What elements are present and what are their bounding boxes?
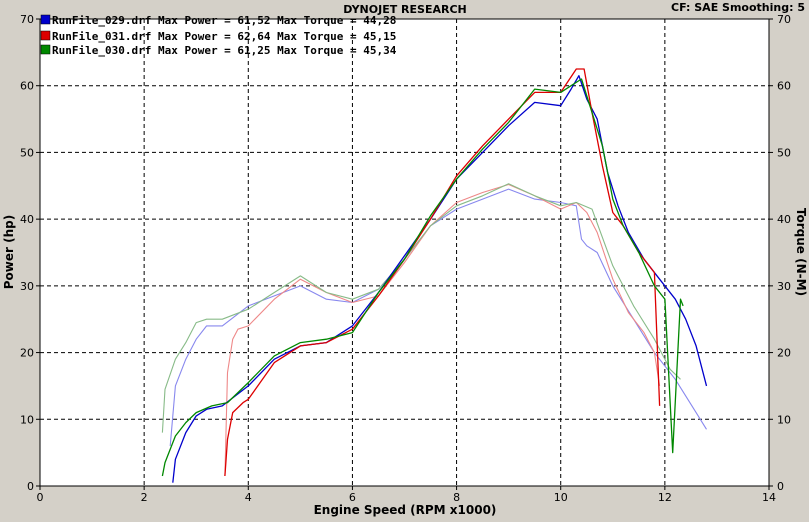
legend-entry-029: RunFile_029.drf Max Power = 61,52 Max To… — [52, 14, 396, 27]
x-tick-label: 4 — [245, 491, 252, 504]
y2-axis-title: Torque (N-M) — [794, 208, 808, 296]
series-power-runfile-031 — [224, 68, 661, 477]
y2-tick-label: 40 — [777, 213, 791, 226]
x-tick-label: 12 — [658, 491, 672, 504]
legend: RunFile_029.drf Max Power = 61,52 Max To… — [40, 14, 397, 57]
legend-entry-031: RunFile_031.drf Max Power = 62,64 Max To… — [52, 30, 396, 43]
y-tick-label: 50 — [20, 146, 34, 159]
series-power-runfile-030 — [161, 78, 684, 477]
chart-title: DYNOJET RESEARCH — [343, 3, 466, 16]
y-tick-label: 60 — [20, 80, 34, 93]
x-axis-title: Engine Speed (RPM x1000) — [314, 503, 497, 517]
series-torque-runfile-029 — [169, 188, 707, 447]
y-tick-label: 0 — [27, 480, 34, 493]
y2-tick-label: 0 — [777, 480, 784, 493]
series-torque-runfile-031 — [224, 183, 661, 477]
y2-tick-label: 10 — [777, 413, 791, 426]
y2-tick-label: 70 — [777, 13, 791, 26]
y2-tick-label: 50 — [777, 146, 791, 159]
y-tick-label: 10 — [20, 413, 34, 426]
y-tick-label: 20 — [20, 347, 34, 360]
y-tick-label: 30 — [20, 280, 34, 293]
x-tick-label: 14 — [762, 491, 776, 504]
legend-swatch-031 — [40, 30, 51, 41]
y2-tick-label: 20 — [777, 347, 791, 360]
y-tick-label: 70 — [20, 13, 34, 26]
x-tick-label: 6 — [349, 491, 356, 504]
legend-entry-030: RunFile_030.drf Max Power = 61,25 Max To… — [52, 44, 397, 57]
y2-tick-label: 30 — [777, 280, 791, 293]
legend-swatch-029 — [40, 14, 51, 25]
legend-swatch-030 — [40, 44, 51, 55]
y2-tick-label: 60 — [777, 80, 791, 93]
series-lines — [161, 68, 708, 483]
x-tick-label: 8 — [453, 491, 460, 504]
grid — [36, 18, 773, 490]
x-tick-label: 2 — [141, 491, 148, 504]
x-tick-label: 10 — [554, 491, 568, 504]
plot-area — [39, 18, 770, 487]
y-axis-title: Power (hp) — [2, 215, 16, 289]
settings-label: CF: SAE Smoothing: 5 — [671, 1, 805, 14]
y-tick-label: 40 — [20, 213, 34, 226]
x-tick-label: 0 — [37, 491, 44, 504]
